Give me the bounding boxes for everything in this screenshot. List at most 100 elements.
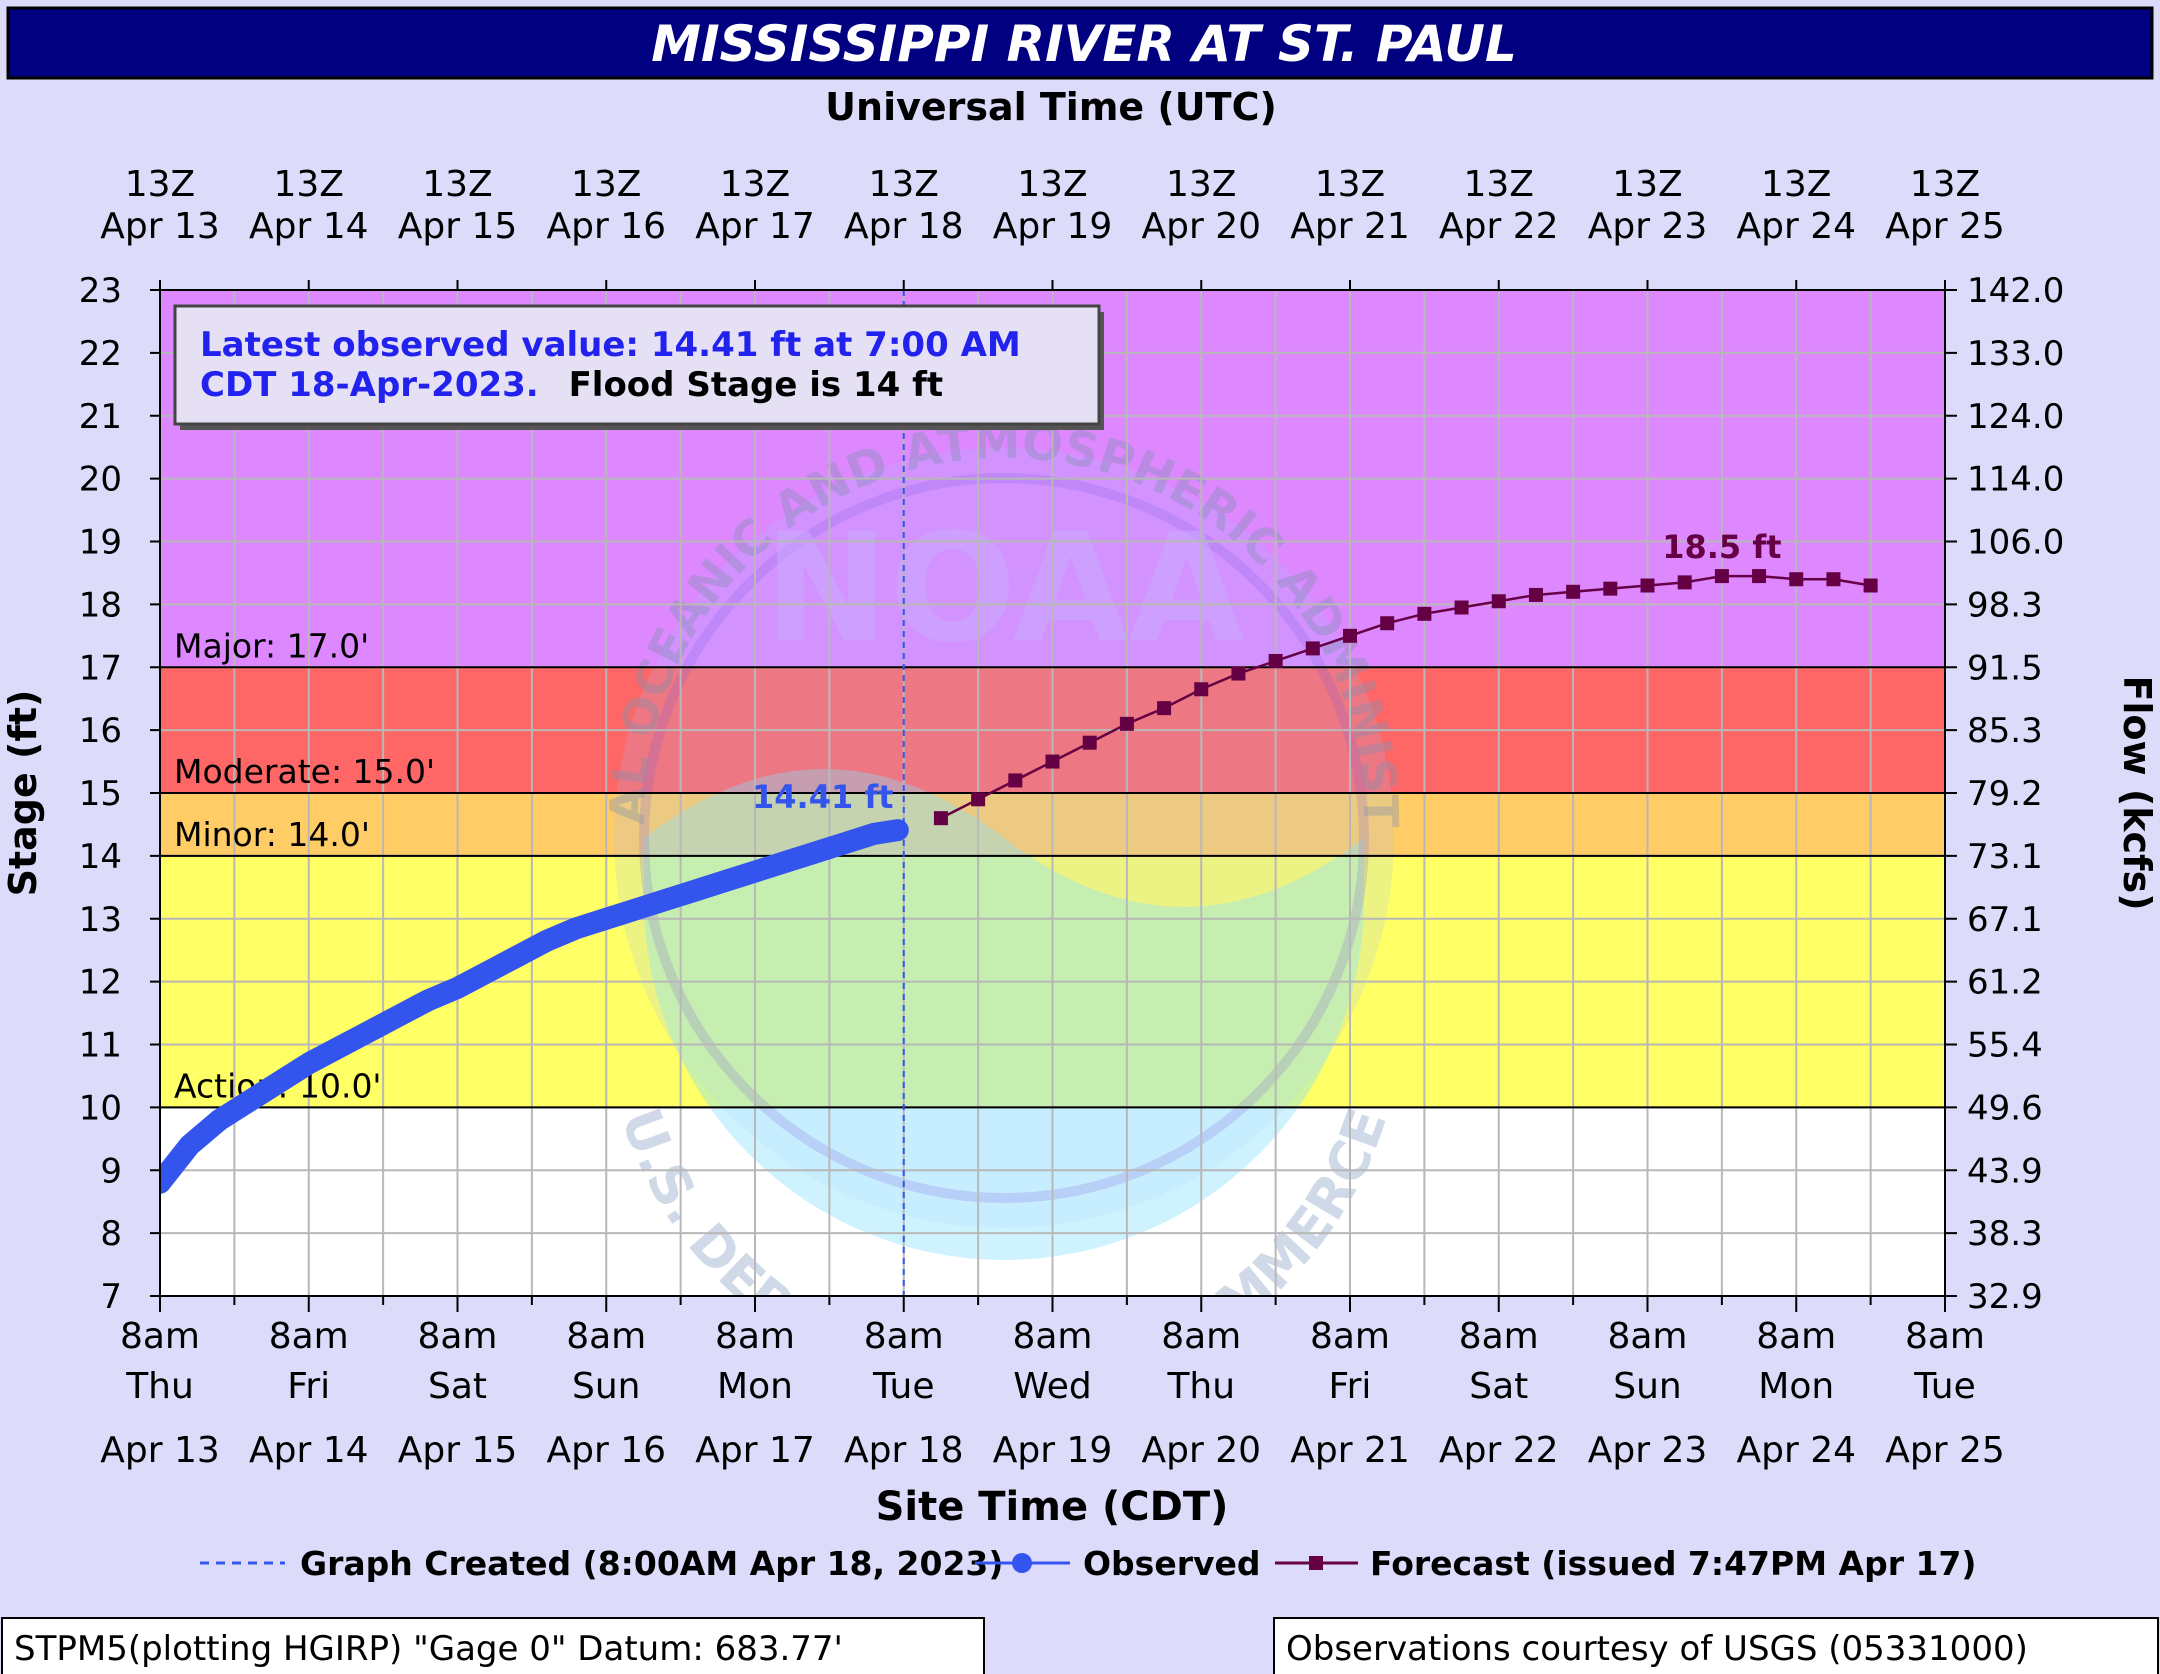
bottom-tick-label-time: 8am <box>566 1316 646 1357</box>
top-tick-label-time: 13Z <box>1761 164 1831 205</box>
bottom-tick-label-time: 8am <box>417 1316 497 1357</box>
forecast-point <box>1826 572 1841 587</box>
legend-observed-swatch-marker <box>1012 1553 1032 1573</box>
forecast-point <box>1714 569 1729 584</box>
observed-point <box>160 1172 170 1193</box>
forecast-peak-label: 18.5 ft <box>1662 528 1781 566</box>
stage-tick-label: 8 <box>100 1214 122 1254</box>
stage-tick-label: 12 <box>79 963 122 1003</box>
top-tick-label-time: 13Z <box>125 164 195 205</box>
top-tick-label-time: 13Z <box>1166 164 1236 205</box>
flow-tick-label: 106.0 <box>1967 523 2064 563</box>
bottom-tick-label-time: 8am <box>120 1316 200 1357</box>
top-tick-label-date: Apr 16 <box>546 206 666 247</box>
stage-tick-label: 14 <box>79 837 122 877</box>
flow-tick-label: 43.9 <box>1967 1151 2043 1191</box>
bottom-tick-label-day: Mon <box>717 1366 793 1407</box>
flood-threshold-lines <box>160 666 1945 1109</box>
observed-point <box>239 1091 260 1112</box>
stage-tick-label: 11 <box>79 1026 122 1066</box>
observed-point <box>388 1006 408 1027</box>
top-tick-label-time: 13Z <box>422 164 492 205</box>
forecast-point <box>1231 666 1246 681</box>
top-tick-label-time: 13Z <box>1017 164 1087 205</box>
forecast-point <box>1194 682 1209 697</box>
bottom-tick-label-date: Apr 17 <box>695 1430 815 1471</box>
footer-left-box <box>1 1617 985 1674</box>
bottom-tick-label-date: Apr 16 <box>546 1430 666 1471</box>
bottom-tick-label-day: Tue <box>1913 1366 1976 1407</box>
observed-point <box>417 990 438 1011</box>
bottom-tick-label-day: Sat <box>428 1366 487 1407</box>
forecast-point <box>1752 569 1767 584</box>
forecast-point <box>1603 581 1618 596</box>
observed-peak-label: 14.41 ft <box>752 778 894 816</box>
observed-point <box>224 1100 245 1121</box>
flow-tick-label: 32.9 <box>1967 1277 2043 1317</box>
info-box-line2-date: CDT 18-Apr-2023. <box>200 365 539 405</box>
top-tick-label-date: Apr 17 <box>695 206 815 247</box>
bottom-tick-label-date: Apr 24 <box>1736 1430 1856 1471</box>
bottom-tick-label-day: Tue <box>872 1366 935 1407</box>
bottom-axis-title: Site Time (CDT) <box>876 1484 1229 1530</box>
footer-right-box <box>1273 1617 2159 1674</box>
forecast-point <box>1491 594 1506 609</box>
top-tick-label-date: Apr 22 <box>1439 206 1559 247</box>
stage-tick-label: 23 <box>79 271 122 311</box>
bottom-tick-label-day: Sat <box>1469 1366 1528 1407</box>
chart-title: MISSISSIPPI RIVER AT ST. PAUL <box>651 15 1517 73</box>
bottom-tick-label-time: 8am <box>864 1316 944 1357</box>
bottom-tick-label-day: Thu <box>1166 1366 1235 1407</box>
bottom-tick-label-time: 8am <box>1310 1316 1390 1357</box>
legend-graph-created-label: Graph Created (8:00AM Apr 18, 2023) <box>300 1544 1003 1583</box>
bottom-tick-label-time: 8am <box>1756 1316 1836 1357</box>
legend-forecast-label: Forecast (issued 7:47PM Apr 17) <box>1370 1544 1976 1583</box>
bottom-tick-label-time: 8am <box>1459 1316 1539 1357</box>
bottom-tick-label-time: 8am <box>1012 1316 1092 1357</box>
bottom-tick-label-day: Fri <box>1329 1366 1372 1407</box>
observed-point <box>626 899 646 920</box>
info-box-line2: CDT 18-Apr-2023. Flood Stage is 14 ft <box>200 365 943 405</box>
top-tick-label-time: 13Z <box>869 164 939 205</box>
legend: Graph Created (8:00AM Apr 18, 2023) Obse… <box>200 1544 1976 1583</box>
flow-axis-title: Flow (kcfs) <box>2115 675 2159 910</box>
top-tick-label-time: 13Z <box>720 164 790 205</box>
flow-axis-ticks: 32.9 38.3 43.9 49.6 55.4 61.2 67.1 73.1 79.2 85.3… <box>1945 271 2064 1317</box>
top-tick-label-date: Apr 24 <box>1736 206 1856 247</box>
footer-left-text: STPM5(plotting HGIRP) "Gage 0" Datum: 68… <box>14 1629 843 1669</box>
flow-tick-label: 67.1 <box>1967 900 2043 940</box>
forecast-point <box>1566 584 1581 599</box>
flow-tick-label: 124.0 <box>1967 397 2064 437</box>
forecast-point <box>1677 575 1692 590</box>
observed-point <box>328 1037 349 1058</box>
top-axis-title: Universal Time (UTC) <box>825 85 1277 129</box>
observed-point <box>774 852 795 873</box>
observed-point <box>298 1053 319 1074</box>
observed-point <box>269 1072 289 1093</box>
observed-point <box>358 1021 379 1042</box>
top-tick-label-date: Apr 25 <box>1885 206 2005 247</box>
observed-point <box>254 1081 275 1102</box>
bottom-tick-label-date: Apr 20 <box>1141 1430 1261 1471</box>
observed-point <box>887 820 908 841</box>
observed-point <box>834 833 855 854</box>
bottom-tick-label-time: 8am <box>269 1316 349 1357</box>
top-tick-label-time: 13Z <box>1910 164 1980 205</box>
top-tick-label-date: Apr 23 <box>1588 206 1708 247</box>
forecast-point <box>1454 600 1469 615</box>
flow-tick-label: 49.6 <box>1967 1088 2043 1128</box>
observed-point <box>164 1153 185 1174</box>
bottom-tick-label-day: Sun <box>1613 1366 1681 1407</box>
forecast-point <box>1008 773 1023 788</box>
forecast-point <box>1305 641 1320 656</box>
flow-tick-label: 79.2 <box>1967 774 2043 814</box>
flow-tick-label: 142.0 <box>1967 271 2064 311</box>
forecast-point <box>1528 587 1543 602</box>
forecast-point <box>1045 754 1060 769</box>
observed-point <box>536 930 557 951</box>
flow-tick-label: 114.0 <box>1967 460 2064 500</box>
stage-axis-ticks: 7 8 9 10 11 12 13 14 15 16 17 18 19 20 21 22 23 <box>79 271 160 1317</box>
top-tick-label-time: 13Z <box>1464 164 1534 205</box>
bottom-tick-label-day: Thu <box>125 1366 194 1407</box>
top-tick-label-date: Apr 13 <box>100 206 220 247</box>
